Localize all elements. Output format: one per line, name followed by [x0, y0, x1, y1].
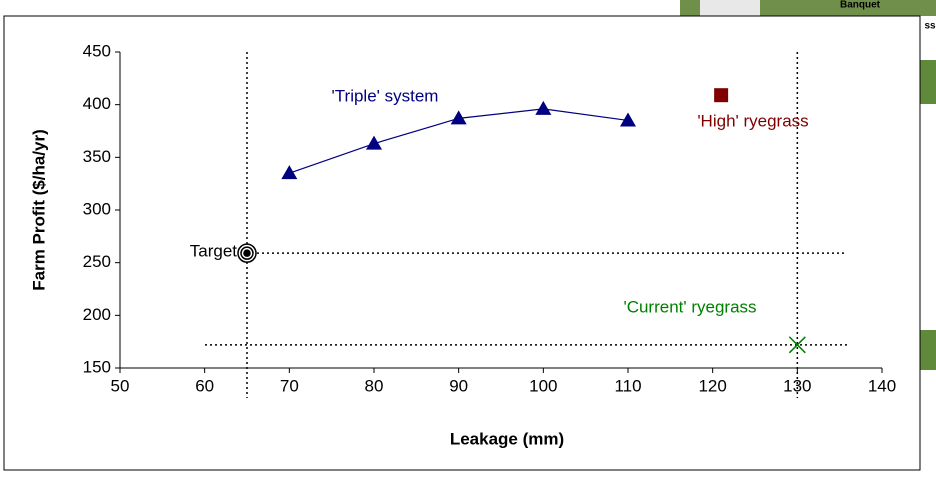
x-tick-label: 60: [195, 376, 214, 395]
y-tick-label: 150: [83, 357, 111, 376]
series-label: 'Triple' system: [332, 86, 439, 105]
background-label: Banquet: [840, 0, 881, 11]
background-photo: [920, 60, 936, 104]
series-label: 'High' ryegrass: [697, 111, 808, 130]
x-tick-label: 70: [280, 376, 299, 395]
x-tick-label: 100: [529, 376, 557, 395]
y-tick-label: 400: [83, 94, 111, 113]
background-label: ss: [924, 21, 936, 32]
background-photo: [920, 330, 936, 370]
y-axis-title: Farm Profit ($/ha/yr): [29, 129, 48, 291]
marker: [714, 88, 728, 102]
x-tick-label: 110: [614, 376, 641, 395]
x-tick-label: 90: [449, 376, 468, 395]
background-photo: [700, 0, 760, 16]
x-tick-label: 80: [365, 376, 384, 395]
x-tick-label: 140: [868, 376, 896, 395]
x-axis-title: Leakage (mm): [450, 429, 564, 448]
series-label: 'Current' ryegrass: [623, 297, 756, 316]
y-tick-label: 350: [83, 147, 111, 166]
series-label: Target: [190, 241, 238, 260]
y-tick-label: 300: [83, 199, 111, 218]
y-tick-label: 450: [83, 41, 111, 60]
marker: [238, 244, 256, 262]
y-tick-label: 200: [83, 305, 111, 324]
chart: Banquet ss Leakage (mm) Farm Profit ($/h…: [0, 0, 936, 474]
y-tick-label: 250: [83, 252, 111, 271]
x-tick-label: 50: [111, 376, 130, 395]
x-tick-label: 120: [698, 376, 726, 395]
chart-frame: [4, 16, 920, 470]
